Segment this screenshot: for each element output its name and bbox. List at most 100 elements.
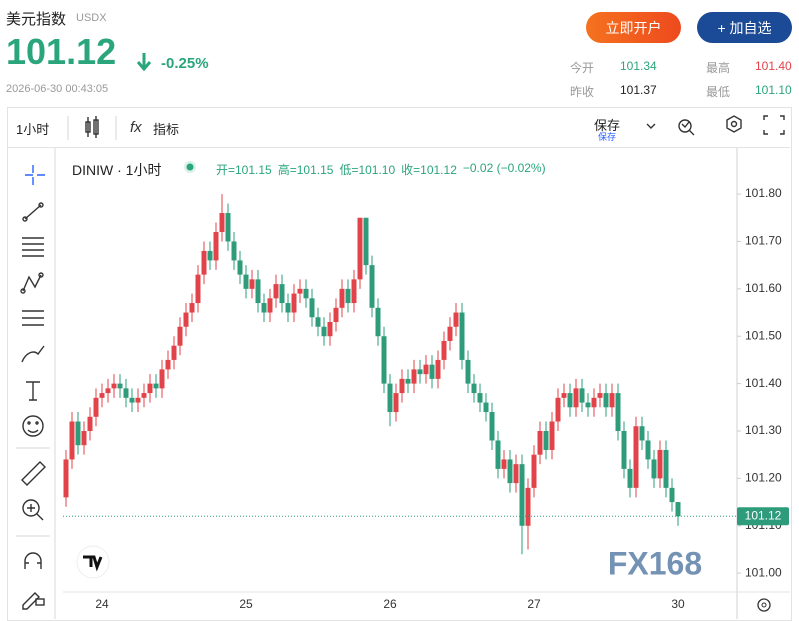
candle-body (225, 213, 231, 242)
candle-body (267, 298, 273, 313)
candle-body (183, 312, 189, 327)
candle-body (153, 383, 159, 389)
change: -0.25% (161, 55, 209, 72)
candle-body (585, 402, 591, 408)
candle-body (93, 397, 99, 417)
legend-item: 高=101.15 (277, 163, 334, 177)
settings-icon (757, 598, 771, 612)
candle-body (561, 393, 567, 398)
y-tick-label: 101.00 (745, 565, 782, 579)
price: 101.12 (6, 31, 117, 72)
candle-body (621, 430, 627, 469)
x-tick-label: 27 (527, 597, 541, 611)
candle-body (627, 468, 633, 488)
y-tick-label: 101.70 (745, 234, 782, 248)
candle-body (87, 416, 93, 431)
ohlc-legend: 开=101.15 高=101.15 低=101.10 收=101.12 −0.02 (−… (216, 161, 546, 178)
legend-item: 收=101.12 (401, 163, 457, 177)
stat-value: 101.10 (755, 83, 792, 97)
candle-body (597, 393, 603, 398)
candle-body (435, 359, 441, 379)
candle-body (405, 378, 411, 384)
candle-body (489, 412, 495, 441)
stat-value: 101.34 (620, 59, 657, 73)
candle-body (333, 307, 339, 323)
status-dot (184, 161, 196, 173)
candle-body (291, 293, 297, 313)
tv-logo (76, 545, 110, 579)
candle-body (201, 250, 207, 275)
stat-label: 最高 (706, 61, 731, 75)
x-tick-label: 30 (671, 597, 685, 611)
candle-body (393, 393, 399, 413)
candle-body (675, 502, 681, 517)
y-tick-label: 101.80 (745, 186, 782, 200)
candle-body (459, 312, 465, 360)
candle-body (531, 454, 537, 488)
candle-body (261, 303, 267, 313)
candle-body (285, 303, 291, 313)
open-account-button[interactable]: 立即开户 (586, 12, 681, 43)
candle-body (447, 326, 453, 341)
interval-button[interactable]: 1小时 (16, 122, 50, 137)
candle-body (567, 393, 573, 408)
y-tick-label: 101.40 (745, 376, 782, 390)
candle-body (321, 326, 327, 337)
candle-body (249, 279, 255, 289)
candle-body (513, 464, 519, 484)
candle-body (63, 459, 69, 498)
candle-body (129, 397, 135, 403)
candle-body (441, 340, 447, 360)
stat-label: 今开 (570, 61, 595, 75)
candle-body (495, 440, 501, 469)
symbol: USDX (76, 12, 107, 24)
stat-value: 101.37 (620, 83, 657, 97)
title: 美元指数 (6, 11, 67, 28)
x-tick-label: 24 (95, 597, 109, 611)
candle-body (387, 383, 393, 413)
y-tick-label: 101.30 (745, 423, 782, 437)
stat-value: 101.40 (755, 59, 792, 73)
candle-body (579, 388, 585, 403)
candle-body (315, 317, 321, 327)
candle-body (549, 421, 555, 450)
legend-item: −0.02 (−0.02%) (462, 161, 546, 175)
candle-body (207, 250, 213, 261)
candle-body (309, 298, 315, 318)
candle-body (645, 440, 651, 460)
candle-body (99, 393, 105, 398)
candle-body (537, 430, 543, 455)
save-button[interactable]: 保存 (594, 118, 621, 133)
candle-body (477, 393, 483, 403)
candle-body (213, 231, 219, 261)
candle-body (345, 288, 351, 304)
candle-body (297, 288, 303, 294)
candle-body (171, 345, 177, 360)
candle-body (543, 430, 549, 450)
candle-body (411, 369, 417, 384)
candle-body (399, 378, 405, 394)
candle-body (327, 322, 333, 337)
candle-body (591, 397, 597, 408)
watchlist-button[interactable]: + 加自选 (697, 12, 792, 43)
candle-body (165, 359, 171, 370)
candle-body (237, 260, 243, 275)
candle-body (231, 241, 237, 261)
candle-body (639, 426, 645, 441)
candle-body (123, 388, 129, 398)
candle-body (615, 393, 621, 431)
stat-label: 最低 (706, 85, 731, 99)
candle-body (273, 284, 279, 299)
symbol-label: DINIW · 1小时 (72, 162, 162, 178)
candle-body (453, 312, 459, 327)
indicators-button[interactable]: 指标 (153, 122, 180, 137)
candle-body (651, 459, 657, 479)
candle-body (381, 336, 387, 384)
candle-body (339, 288, 345, 308)
candle-body (117, 383, 123, 389)
candle-body (609, 393, 615, 408)
candle-body (279, 284, 285, 304)
candle-body (147, 383, 153, 394)
